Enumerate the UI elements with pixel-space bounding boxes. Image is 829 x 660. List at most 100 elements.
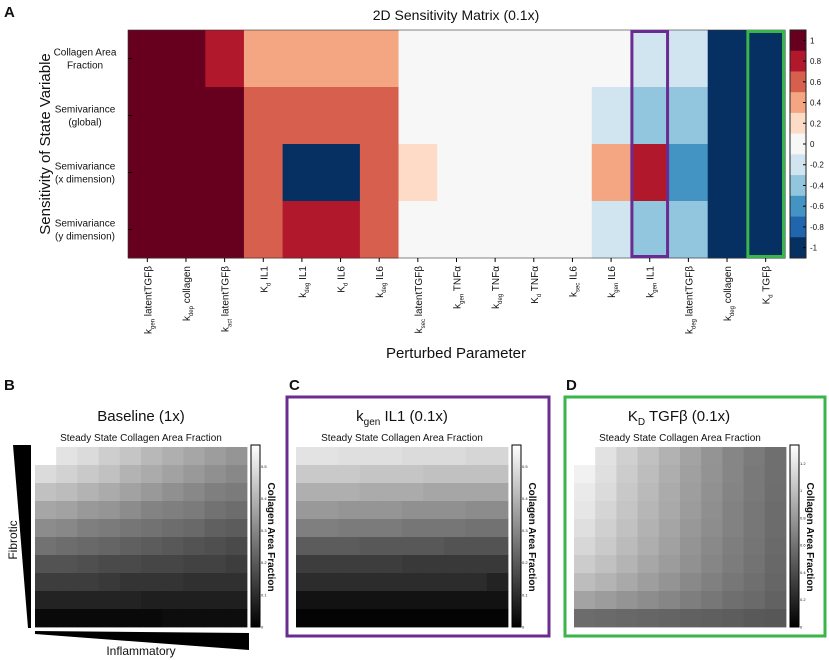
collagen-cell bbox=[486, 573, 509, 592]
collagen-cell bbox=[574, 501, 596, 520]
collagen-cell bbox=[402, 537, 424, 556]
collagen-cell bbox=[423, 573, 445, 592]
collagen-cell bbox=[743, 465, 766, 484]
x-label-sub: dep bbox=[189, 305, 195, 316]
collagen-cell bbox=[402, 501, 424, 520]
collagen-cell bbox=[296, 483, 318, 502]
collagen-cell bbox=[119, 609, 142, 628]
heatmap-cell bbox=[398, 30, 438, 88]
collagen-cell bbox=[141, 447, 163, 466]
collagen-cell bbox=[402, 573, 424, 592]
collagen-cell bbox=[162, 591, 184, 610]
colorbar-tick-label: 0.2 bbox=[522, 560, 528, 565]
collagen-cell bbox=[77, 591, 99, 610]
collagen-cell bbox=[722, 519, 744, 538]
colorbar-tick-label: 0.8 bbox=[800, 515, 806, 520]
collagen-cell bbox=[296, 573, 318, 592]
collagen-cell bbox=[183, 447, 205, 466]
y-axis-title: Sensitivity of State Variable bbox=[37, 53, 54, 234]
collagen-cell bbox=[402, 465, 424, 484]
collagen-cell bbox=[764, 447, 787, 466]
collagen-cell bbox=[183, 573, 205, 592]
colorbar-tick-label: 0 bbox=[810, 140, 815, 149]
collagen-cell bbox=[637, 591, 660, 610]
collagen-cell bbox=[77, 465, 99, 484]
collagen-cell bbox=[359, 573, 382, 592]
collagen-cell bbox=[701, 483, 723, 502]
collagen-cell bbox=[574, 483, 596, 502]
x-label-sub: gen bbox=[460, 294, 466, 304]
collagen-cell bbox=[56, 465, 78, 484]
collagen-cell bbox=[465, 519, 488, 538]
x-label-name: TGFβ bbox=[762, 266, 773, 295]
x-label-base: k bbox=[607, 292, 618, 298]
heatmap-cell bbox=[205, 87, 245, 145]
collagen-cell bbox=[359, 465, 382, 484]
x-label-base: k bbox=[491, 303, 502, 309]
collagen-cell bbox=[56, 519, 78, 538]
collagen-cell bbox=[444, 519, 466, 538]
collagen-cell bbox=[56, 447, 78, 466]
heatmap-cell bbox=[205, 30, 245, 88]
panel-c-title: kgen IL1 (0.1x) bbox=[356, 408, 448, 428]
colorbar-tick-label: 0.1 bbox=[522, 592, 528, 597]
collagen-cell bbox=[743, 591, 766, 610]
collagen-cell bbox=[743, 573, 766, 592]
heatmap-cell bbox=[128, 144, 168, 202]
collagen-cell bbox=[701, 591, 723, 610]
collagen-cell bbox=[162, 447, 184, 466]
collagen-cell bbox=[722, 483, 744, 502]
collagen-cell bbox=[658, 573, 681, 592]
collagen-cell bbox=[722, 447, 744, 466]
collagen-cell bbox=[56, 609, 78, 628]
collagen-cell bbox=[338, 555, 360, 574]
x-label-sub: gen bbox=[614, 283, 620, 293]
collagen-cell bbox=[317, 537, 339, 556]
heatmap-cell bbox=[166, 87, 206, 145]
collagen-cell bbox=[380, 573, 403, 592]
heatmap-cell bbox=[166, 201, 206, 259]
collagen-cell bbox=[743, 555, 766, 574]
collagen-cell bbox=[204, 483, 227, 502]
x-label-sub: d bbox=[344, 283, 350, 286]
collagen-cell bbox=[225, 537, 248, 556]
collagen-cell bbox=[77, 447, 99, 466]
collagen-cell bbox=[722, 591, 744, 610]
heatmap-cell bbox=[243, 201, 284, 259]
highlight-column-box bbox=[746, 30, 786, 258]
collagen-cell bbox=[183, 519, 205, 538]
panel-c-subtitle: Steady State Collagen Area Fraction bbox=[321, 433, 483, 444]
heatmap-cell bbox=[669, 144, 709, 202]
collagen-cell bbox=[764, 519, 787, 538]
x-label-name: IL6 bbox=[568, 266, 579, 283]
collagen-cell bbox=[743, 483, 766, 502]
collagen-cell bbox=[658, 555, 681, 574]
collagen-cell bbox=[317, 573, 339, 592]
heatmap-cell bbox=[437, 30, 477, 88]
row-label-line: Semivariance bbox=[55, 219, 116, 230]
collagen-cell bbox=[637, 537, 660, 556]
collagen-cell bbox=[35, 519, 57, 538]
x-tick-label: kdeg TNFα bbox=[491, 266, 504, 309]
collagen-cell bbox=[423, 501, 445, 520]
collagen-cell bbox=[764, 573, 787, 592]
collagen-cell bbox=[658, 519, 681, 538]
heatmap-cell bbox=[514, 201, 554, 259]
x-tick-label: ksec latentTGFβ bbox=[414, 266, 427, 334]
heatmap-cell bbox=[591, 30, 631, 88]
collagen-cell bbox=[162, 501, 184, 520]
collagen-cell bbox=[162, 519, 184, 538]
collagen-cell bbox=[465, 591, 488, 610]
collagen-cell bbox=[444, 555, 466, 574]
collagen-cell bbox=[444, 537, 466, 556]
collagen-cell bbox=[204, 573, 227, 592]
collagen-cell bbox=[595, 519, 617, 538]
colorbar-segment bbox=[790, 112, 806, 134]
collagen-cell bbox=[701, 573, 723, 592]
row-label: Semivariance (global) bbox=[55, 105, 116, 129]
collagen-cell bbox=[56, 483, 78, 502]
heatmap-cell bbox=[437, 201, 477, 259]
collagen-cell bbox=[225, 591, 248, 610]
panel-c: Steady State Collagen Area Fraction 0 0.1 0… bbox=[285, 395, 551, 638]
collagen-cell bbox=[77, 519, 99, 538]
